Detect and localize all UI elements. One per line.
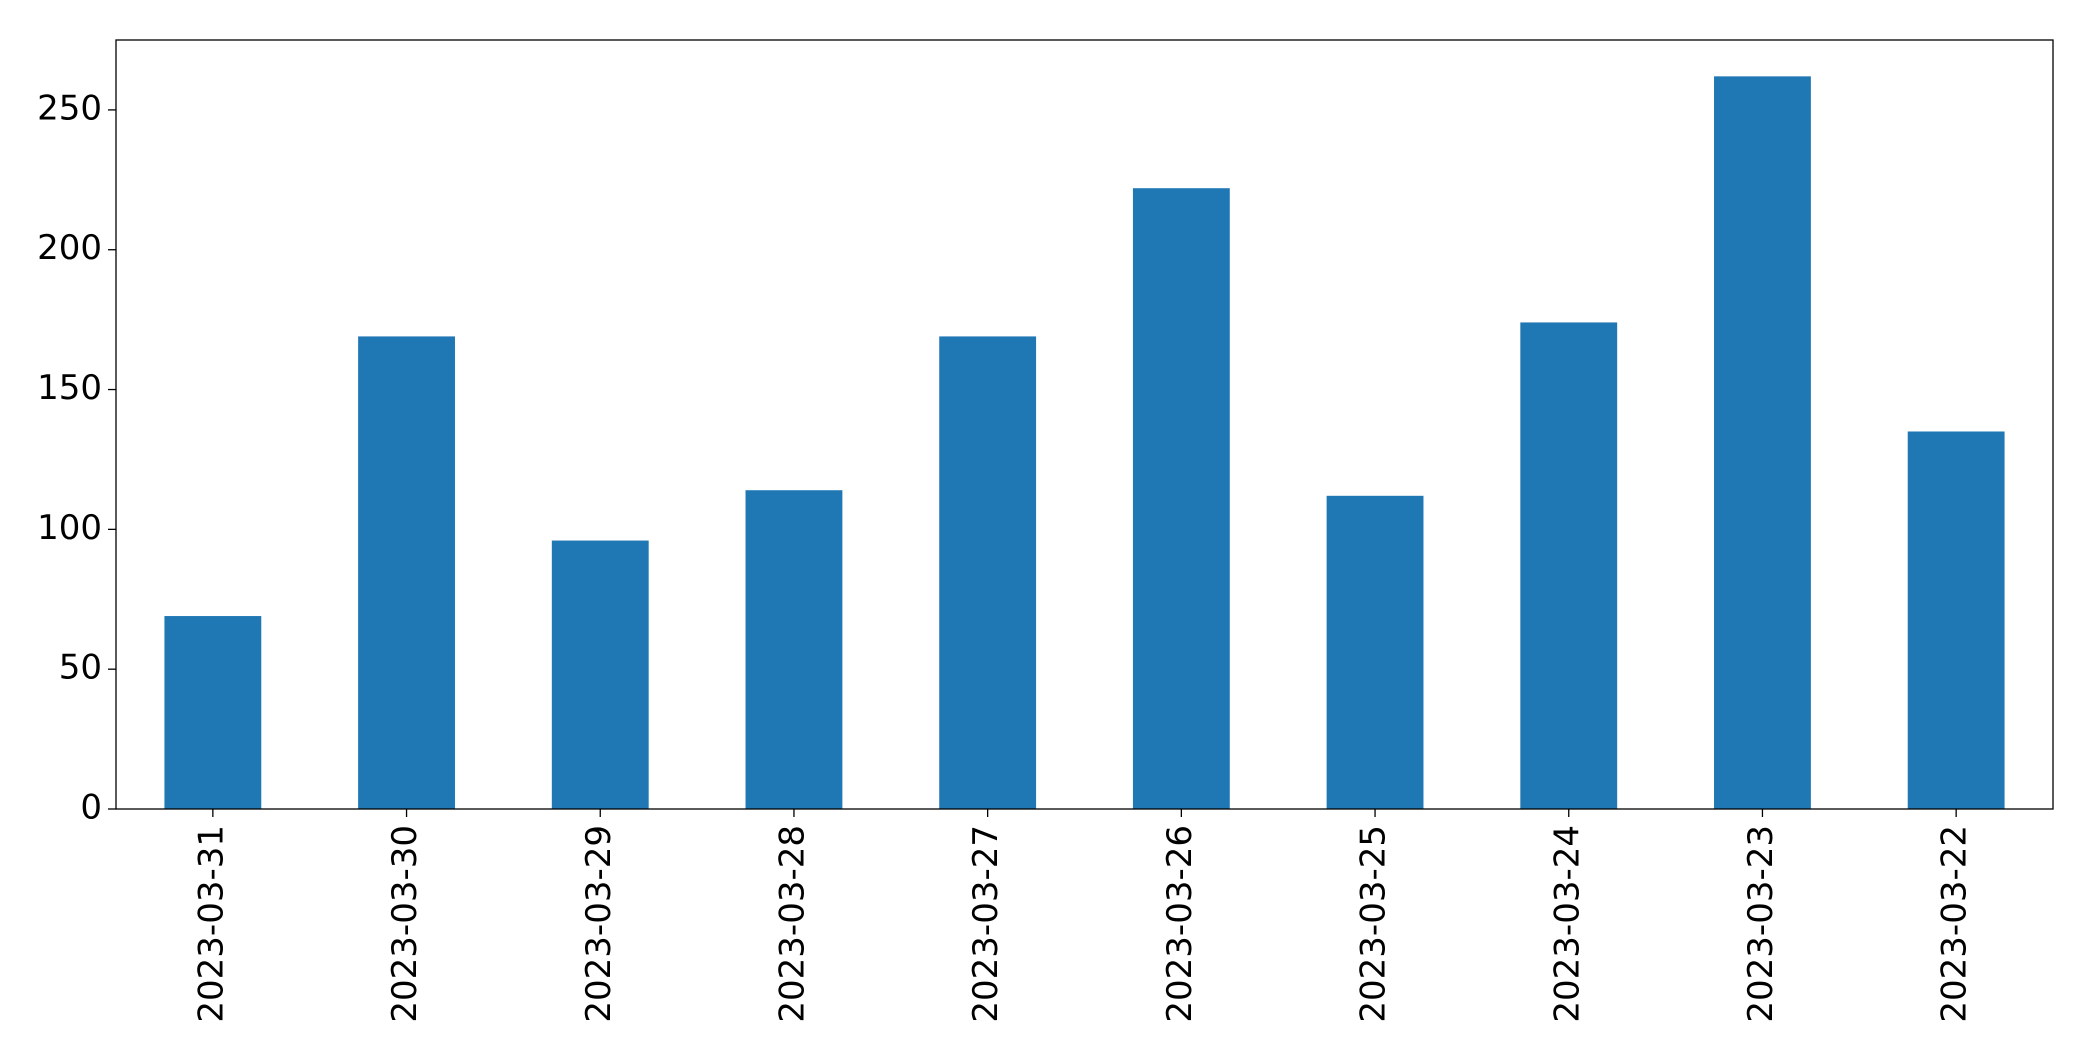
bar [745, 490, 843, 809]
bar [1907, 431, 2005, 809]
y-tick-label: 150 [37, 368, 102, 408]
x-tick-label: 2023-03-25 [1354, 825, 1394, 1023]
x-tick-label: 2023-03-26 [1160, 825, 1200, 1023]
y-tick-label: 250 [37, 88, 102, 128]
plot-frame [115, 39, 2054, 810]
x-tick-label: 2023-03-24 [1547, 825, 1587, 1023]
bar [164, 616, 262, 809]
x-tick-label: 2023-03-27 [966, 825, 1006, 1023]
bar [358, 336, 455, 809]
x-tick-label: 2023-03-31 [191, 825, 231, 1023]
x-tick-label: 2023-03-22 [1935, 825, 1975, 1023]
bar [1326, 495, 1424, 809]
x-tick-label: 2023-03-30 [385, 825, 425, 1023]
y-tick-label: 50 [59, 648, 102, 688]
y-tick-label: 0 [80, 788, 102, 828]
bar [1520, 322, 1618, 809]
y-tick-label: 200 [37, 228, 102, 268]
y-tick-label: 100 [37, 508, 102, 548]
bar [939, 336, 1037, 809]
bar [1132, 188, 1230, 809]
bar [551, 540, 649, 809]
x-tick-label: 2023-03-29 [579, 825, 619, 1023]
x-tick-label: 2023-03-28 [772, 825, 812, 1023]
bar [1714, 76, 1811, 810]
x-tick-label: 2023-03-23 [1741, 825, 1781, 1023]
